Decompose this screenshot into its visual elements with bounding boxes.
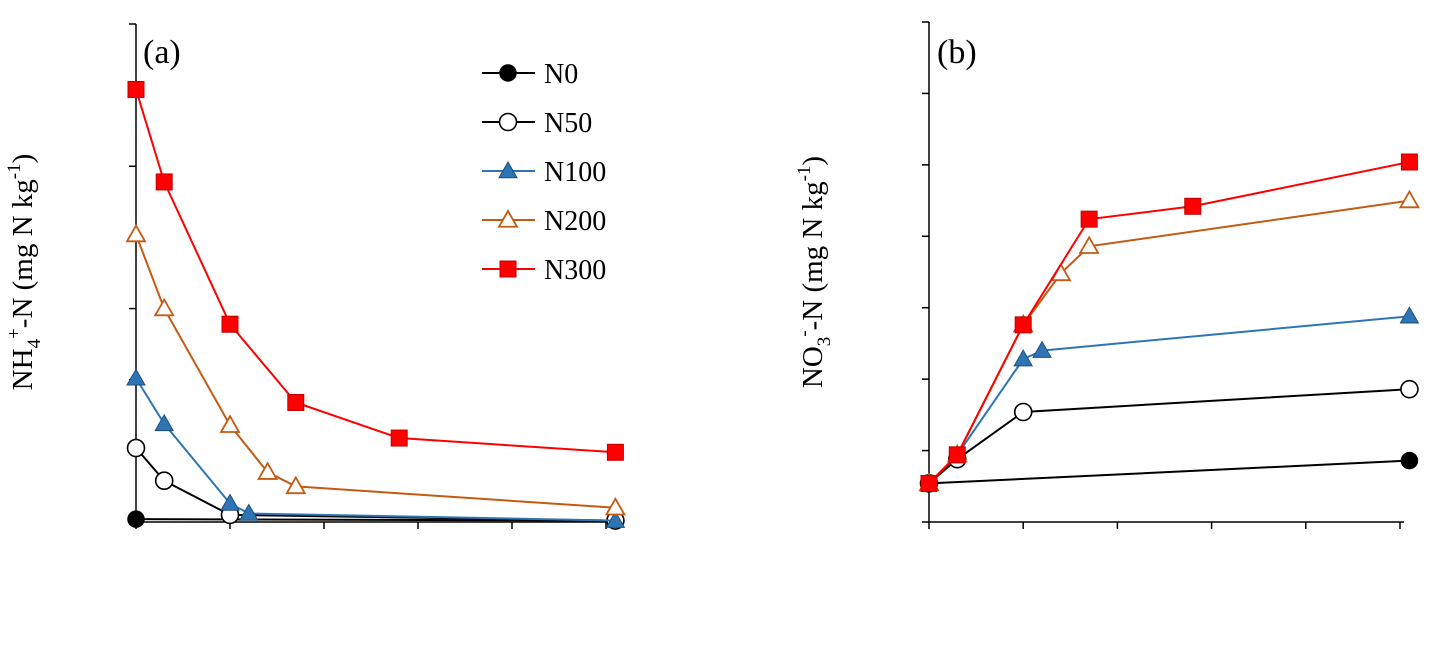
data-point xyxy=(285,475,307,495)
series-line xyxy=(135,377,616,522)
data-point xyxy=(1399,306,1420,324)
y-axis-label: NO3--N (mg N kg-1) xyxy=(794,156,835,388)
legend-label: N50 xyxy=(544,108,592,139)
data-point xyxy=(126,438,146,458)
y-axis-label-sup: + xyxy=(4,328,25,339)
data-point xyxy=(257,461,279,480)
series-line xyxy=(135,447,616,522)
y-axis-label-main: NH xyxy=(7,348,39,390)
data-point xyxy=(1398,189,1420,209)
y-axis-label-sub: 3 xyxy=(814,337,835,347)
data-point xyxy=(1013,402,1033,422)
y-axis-label-mid: -N (mg N kg xyxy=(7,179,39,328)
data-point xyxy=(606,443,624,461)
panel-label: (b) xyxy=(937,34,977,71)
data-point xyxy=(154,413,175,432)
series-n50 xyxy=(919,379,1419,493)
data-point xyxy=(1014,316,1032,334)
legend-label: N200 xyxy=(544,206,606,237)
data-point xyxy=(1184,197,1202,215)
chart-panel-a: NH4+-N (mg N kg-1) (a) N0 N50 N100 N200 N300 xyxy=(4,23,626,530)
series-line xyxy=(135,89,616,454)
y-axis-label-sup2: -1 xyxy=(4,163,25,179)
series-line xyxy=(928,388,1410,485)
series-n300 xyxy=(127,80,624,461)
panel-label: (a) xyxy=(143,34,181,71)
y-axis-label-sup: - xyxy=(794,330,815,336)
y-axis-label-sup2: -1 xyxy=(794,166,815,182)
legend-marker xyxy=(499,64,517,82)
series-line xyxy=(928,199,1410,485)
data-point xyxy=(153,297,175,317)
data-point xyxy=(126,368,146,386)
series-n200 xyxy=(918,189,1420,492)
y-axis-label-main: NO xyxy=(797,346,829,388)
y-axis-label-end: ) xyxy=(797,156,829,166)
y-axis-label: NH4+-N (mg N kg-1) xyxy=(4,154,45,391)
data-point xyxy=(948,446,966,464)
data-point xyxy=(605,510,626,528)
series-line xyxy=(135,234,616,509)
data-point xyxy=(1400,379,1419,399)
series-n100 xyxy=(126,368,626,528)
series-line xyxy=(928,459,1410,485)
data-point xyxy=(1078,235,1100,254)
data-point xyxy=(219,414,241,433)
data-point xyxy=(1080,210,1098,228)
data-point xyxy=(125,223,147,243)
data-point xyxy=(220,493,240,511)
legend-marker xyxy=(498,160,518,179)
legend-label: N300 xyxy=(544,255,606,286)
y-axis-label-end: ) xyxy=(7,154,39,164)
legend-marker xyxy=(498,112,518,132)
data-point xyxy=(287,393,305,411)
data-point xyxy=(604,496,626,516)
data-point xyxy=(1013,349,1034,367)
legend: N0 N50 N100 N200 N300 xyxy=(482,59,606,286)
chart-panel-b: NO3--N (mg N kg-1) (b) xyxy=(794,21,1420,529)
legend-marker xyxy=(499,260,517,278)
data-point xyxy=(390,429,408,447)
data-point xyxy=(1400,153,1418,171)
data-point xyxy=(127,510,145,528)
y-axis-label-sub: 4 xyxy=(24,338,45,348)
data-point xyxy=(155,173,173,191)
series-n300 xyxy=(920,153,1418,492)
legend-label: N0 xyxy=(544,59,578,90)
data-point xyxy=(127,80,145,98)
series-n0 xyxy=(920,451,1419,493)
data-point xyxy=(221,315,239,333)
legend-label: N100 xyxy=(544,157,606,188)
series-n200 xyxy=(125,223,626,516)
legend-marker xyxy=(497,209,519,228)
data-point xyxy=(238,503,259,521)
data-point xyxy=(1032,340,1052,358)
series-line xyxy=(928,315,1410,485)
y-axis-label-mid: -N (mg N kg xyxy=(797,181,829,330)
data-point xyxy=(1400,451,1419,470)
data-point xyxy=(920,474,938,492)
data-point xyxy=(154,471,174,491)
